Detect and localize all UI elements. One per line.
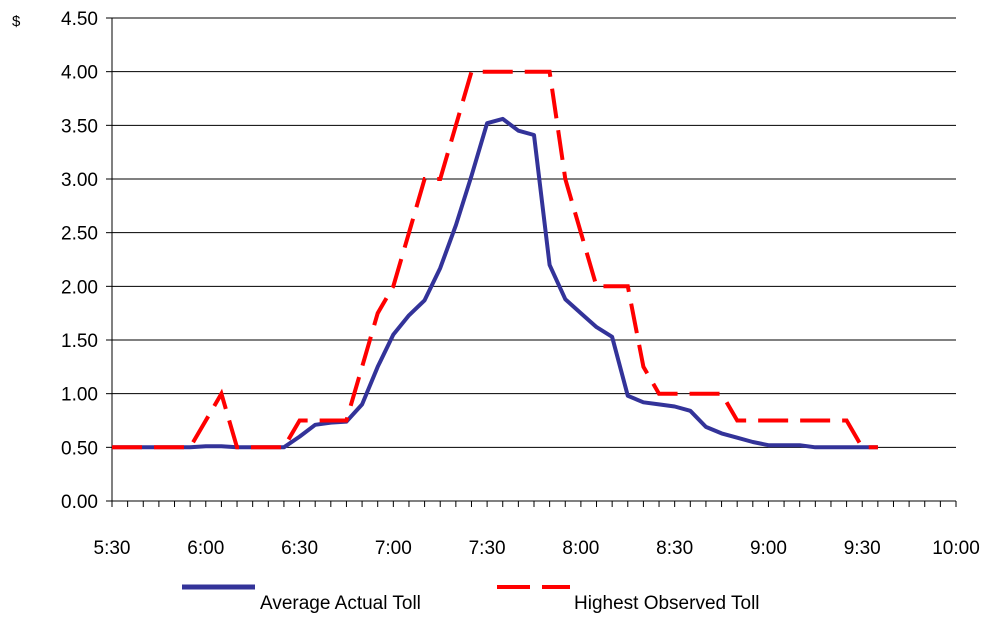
y-tick-label: 3.50 [61, 116, 98, 137]
x-tick-label: 9:00 [750, 538, 787, 559]
x-tick-label: 8:30 [656, 538, 693, 559]
gridlines [112, 17, 956, 448]
y-tick-label: 1.00 [61, 385, 98, 406]
x-tick-label: 7:00 [375, 538, 412, 559]
x-tick-label: 7:30 [469, 538, 506, 559]
y-tick-label: 2.00 [61, 277, 98, 298]
x-tick-label: 9:30 [844, 538, 881, 559]
y-tick-label: 4.00 [61, 63, 98, 84]
x-axis-ticks: 5:30 6:00 6:30 7:00 7:30 8:00 8:30 9:00 9:30 10:0… [94, 501, 980, 559]
legend-label-average-actual-toll: Average Actual Toll [260, 593, 421, 614]
x-tick-label: 10:00 [932, 538, 980, 559]
y-tick-label: 3.00 [61, 170, 98, 191]
series-line-0 [112, 116, 878, 450]
y-tick-label: 2.50 [61, 224, 98, 245]
axes [111, 18, 956, 502]
x-tick-label: 8:00 [562, 538, 599, 559]
y-tick-label: 0.50 [61, 438, 98, 459]
legend: Average Actual Toll Highest Observed Tol… [182, 584, 760, 614]
y-tick-label: 4.50 [61, 9, 98, 30]
y-tick-label: 0.00 [61, 492, 98, 513]
legend-label-highest-observed-toll: Highest Observed Toll [574, 593, 760, 614]
series-lines [112, 69, 878, 450]
y-axis-ticks: 0.00 0.50 1.00 1.50 2.00 2.50 3.00 3.50 4.00 4.50 [61, 9, 112, 513]
x-tick-label: 6:00 [187, 538, 224, 559]
series-line-1 [112, 69, 878, 450]
y-axis-unit-label: $ [12, 13, 21, 30]
y-tick-label: 1.50 [61, 331, 98, 352]
x-tick-label: 6:30 [281, 538, 318, 559]
x-tick-label: 5:30 [94, 538, 131, 559]
